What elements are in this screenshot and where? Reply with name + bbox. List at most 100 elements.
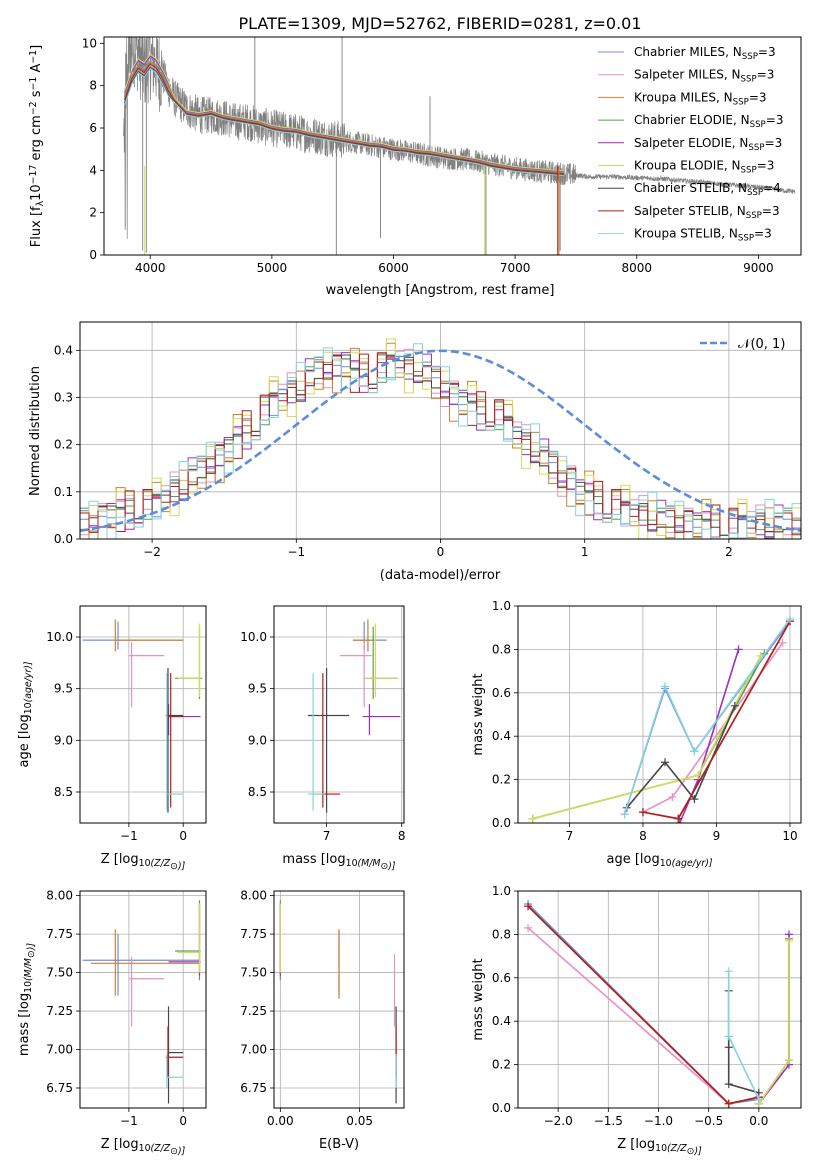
y-axis-label: mass weight <box>471 958 486 1040</box>
weight-marker <box>724 1099 733 1108</box>
weight-marker <box>524 923 533 932</box>
legend-entry: Salpeter MILES, NSSP=3 <box>634 68 774 85</box>
y-tick-label: 0.4 <box>54 343 73 357</box>
weight-marker <box>724 1032 733 1041</box>
histogram-1 <box>80 348 801 539</box>
panel-mass-vs-reddening: 0.00 0.05 6.75 7.00 7.25 7.50 7.75 8.00 E(B-V) <box>240 889 405 1152</box>
x-tick-label: 8000 <box>622 261 653 275</box>
legend: Chabrier MILES, NSSP=3 Salpeter MILES, NS… <box>598 45 783 244</box>
y-tick-label: 10.0 <box>46 630 73 644</box>
weight-series-4 <box>758 934 790 1105</box>
panel-age-vs-mass: 7 8 8.5 9.0 9.5 10.0 mass [log10(M/M⊙)] <box>240 605 406 872</box>
figure-title: PLATE=1309, MJD=52762, FIBERID=0281, z=0… <box>238 14 641 33</box>
axes-frame <box>79 890 207 1109</box>
y-tick-label: 9.5 <box>248 682 267 696</box>
y-tick-label: 7.75 <box>240 927 267 941</box>
y-tick-label: 0.4 <box>492 1014 511 1028</box>
x-tick-label: −1.0 <box>644 1114 673 1128</box>
x-tick-label: −1 <box>287 545 305 559</box>
legend-entry: 𝒩(0, 1) <box>738 337 785 352</box>
y-tick-label: 2 <box>89 206 97 220</box>
x-tick-label: 7 <box>323 829 331 843</box>
y-tick-label: 7.50 <box>240 966 267 980</box>
y-tick-label: 10 <box>82 36 97 50</box>
x-tick-label: −1.5 <box>594 1114 623 1128</box>
x-axis-label: Z [log10(Z/Z⊙)] <box>617 1137 702 1157</box>
panel-age-vs-metallicity: −1 0 8.5 9.0 9.5 10.0 Z [log10(Z/Z⊙)] age [log1… <box>17 605 207 872</box>
legend-entry: Chabrier MILES, NSSP=3 <box>634 45 776 62</box>
y-axis-label: mass [log10(M/M⊙)] <box>17 943 37 1057</box>
weight-marker <box>661 682 670 691</box>
weight-series-6 <box>626 705 736 809</box>
x-axis-label: mass [log10(M/M⊙)] <box>282 852 396 872</box>
weight-marker <box>724 1043 733 1052</box>
legend-entry: Salpeter STELIB, NSSP=3 <box>634 204 780 221</box>
legend-entry: Chabrier ELODIE, NSSP=3 <box>634 113 783 130</box>
weight-series-8 <box>623 618 791 815</box>
plot-area <box>528 615 794 823</box>
y-tick-label: 0 <box>89 248 97 262</box>
x-tick-label: 9000 <box>743 261 774 275</box>
y-tick-label: 8 <box>89 79 97 93</box>
x-tick-label: −1 <box>120 1114 138 1128</box>
weight-marker <box>734 645 743 654</box>
axes-frame <box>273 890 405 1109</box>
model-spectrum-2 <box>124 60 564 174</box>
gaussian-curve <box>80 349 801 532</box>
x-axis-label: Z [log10(Z/Z⊙)] <box>101 852 186 872</box>
x-tick-label: 0 <box>179 1114 187 1128</box>
weight-marker <box>674 814 683 823</box>
y-tick-label: 9.0 <box>54 733 73 747</box>
x-tick-label: −0.5 <box>694 1114 723 1128</box>
x-tick-label: 7 <box>566 829 574 843</box>
y-tick-label: 8.5 <box>248 785 267 799</box>
weight-marker <box>785 615 794 624</box>
y-tick-label: 6.75 <box>46 1081 73 1095</box>
x-tick-label: −2 <box>143 545 161 559</box>
weight-series-2 <box>527 905 760 1105</box>
x-tick-label: 10 <box>782 829 797 843</box>
weight-marker <box>524 902 533 911</box>
weight-series-6 <box>727 990 760 1094</box>
y-tick-label: 0.2 <box>54 438 73 452</box>
y-tick-label: 7.25 <box>46 1004 73 1018</box>
weight-marker <box>690 795 699 804</box>
weight-marker <box>730 701 739 710</box>
model-spectrum-0 <box>124 56 564 173</box>
weight-marker <box>778 638 787 647</box>
axes-frame <box>273 605 405 824</box>
weight-series-5 <box>532 655 762 820</box>
y-tick-label: 0.2 <box>492 1058 511 1072</box>
y-tick-label: 9.0 <box>248 733 267 747</box>
y-tick-label: 0.0 <box>492 1101 511 1115</box>
y-tick-label: 0.6 <box>492 686 511 700</box>
plot-area <box>279 900 397 1104</box>
weight-marker <box>754 1095 763 1104</box>
x-axis-label: age [log10(age/yr)] <box>606 852 712 869</box>
y-tick-label: 7.50 <box>46 966 73 980</box>
y-tick-label: 0.6 <box>492 971 511 985</box>
y-axis-label: mass weight <box>471 673 486 755</box>
panel-spectrum: 4000 5000 6000 7000 8000 9000 0 2 4 6 8 10 wavelengt… <box>28 36 802 298</box>
plot-area <box>123 37 796 255</box>
axes-frame <box>103 36 802 256</box>
weight-marker <box>724 1080 733 1089</box>
weight-marker <box>690 747 699 756</box>
y-tick-label: 0.8 <box>492 927 511 941</box>
y-axis-label: age [log10(age/yr)] <box>17 661 34 767</box>
y-tick-label: 0.0 <box>54 532 73 546</box>
panel-mass-weight-vs-age: 7 8 9 10 0.0 0.2 0.4 0.6 0.8 1.0 age [log10(age/yr… <box>471 599 802 869</box>
x-tick-label: −1 <box>120 829 138 843</box>
panel-mass-vs-metallicity: −1 0 6.75 7.00 7.25 7.50 7.75 8.00 Z [log10(Z/Z⊙… <box>17 889 207 1157</box>
weight-marker <box>724 967 733 976</box>
y-tick-label: 4 <box>89 163 97 177</box>
x-tick-label: 0.05 <box>346 1114 373 1128</box>
x-axis-label: (data-model)/error <box>380 568 501 583</box>
legend-entry: Kroupa STELIB, NSSP=3 <box>634 227 772 244</box>
y-tick-label: 10.0 <box>240 630 267 644</box>
y-tick-label: 7.75 <box>46 927 73 941</box>
weight-marker <box>784 936 793 945</box>
legend-entry: Chabrier STELIB, NSSP=4 <box>634 181 781 198</box>
y-tick-label: 7.00 <box>46 1043 73 1057</box>
weight-series-1 <box>527 927 760 1105</box>
